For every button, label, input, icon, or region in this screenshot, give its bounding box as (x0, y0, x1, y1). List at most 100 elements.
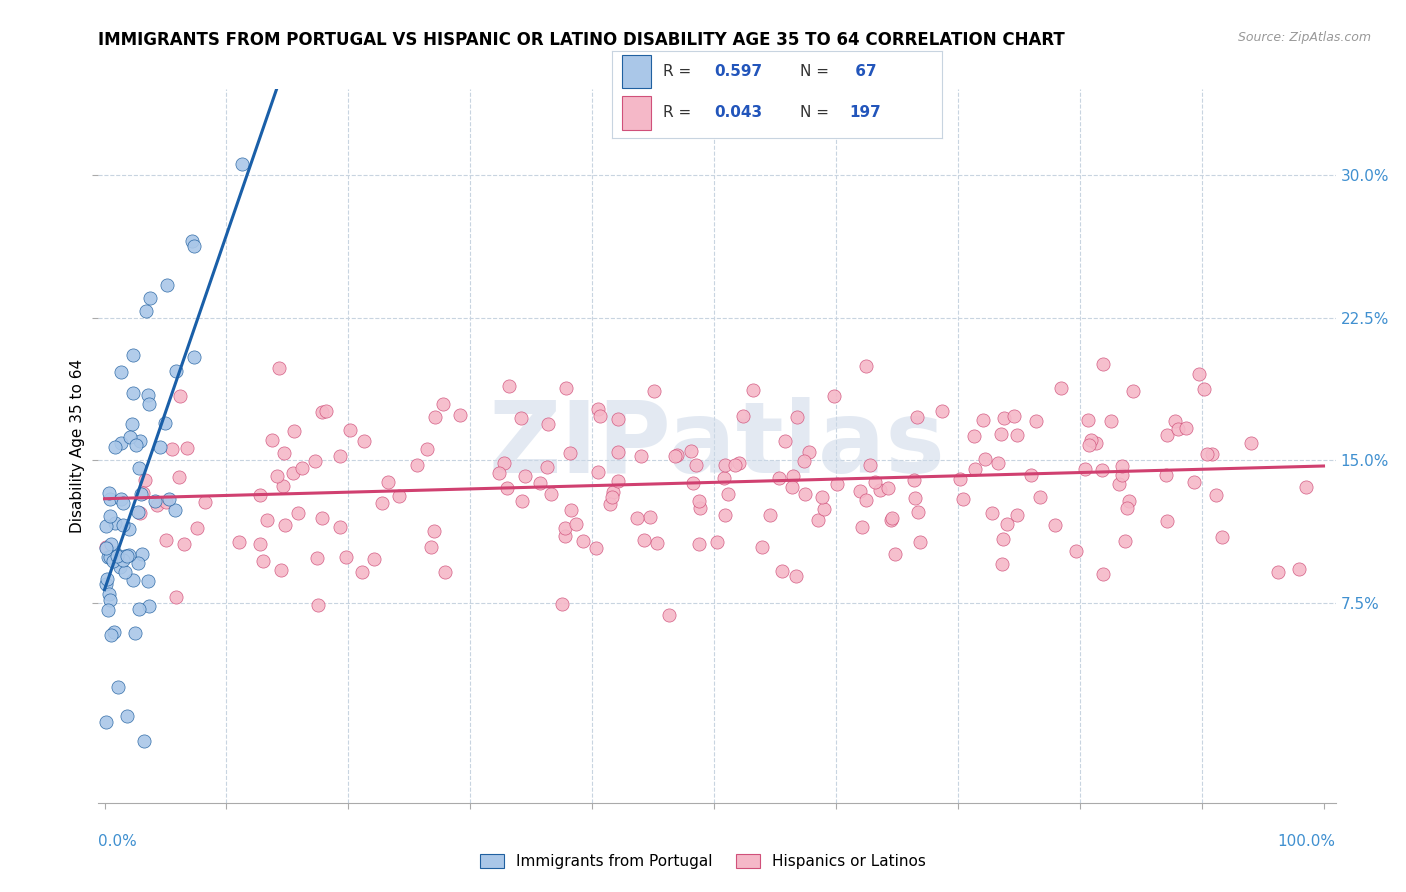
Point (249, 488, 271, 502)
Point (94, 519, 117, 533)
Point (98, 593, 121, 607)
Point (100, 537, 122, 551)
Point (607, 412, 630, 426)
Point (183, 351, 205, 365)
Point (127, 505, 149, 519)
Point (664, 449, 686, 463)
Point (415, 442, 437, 456)
Point (759, 508, 782, 523)
Point (96, 572, 118, 586)
Point (949, 471, 972, 485)
Point (98, 550, 121, 565)
Point (1211, 530, 1233, 544)
Point (1197, 447, 1219, 461)
Point (606, 474, 628, 488)
Point (423, 409, 446, 424)
Point (315, 404, 337, 418)
Point (307, 551, 329, 566)
Point (94, 540, 117, 554)
Point (785, 569, 807, 583)
Point (266, 469, 288, 483)
Point (599, 496, 621, 510)
Point (143, 493, 166, 508)
Point (510, 493, 533, 508)
Point (273, 445, 295, 459)
Point (554, 529, 576, 543)
Point (112, 518, 135, 533)
Point (128, 460, 150, 475)
Point (165, 590, 187, 604)
Point (111, 553, 134, 567)
Point (993, 411, 1015, 425)
Point (228, 534, 250, 549)
Point (565, 516, 588, 531)
Point (157, 491, 180, 506)
Point (717, 487, 740, 501)
Point (433, 566, 456, 580)
Point (271, 479, 294, 493)
Point (1201, 447, 1223, 461)
Point (169, 389, 191, 403)
Point (963, 429, 986, 443)
Point (104, 441, 127, 455)
Point (1156, 427, 1178, 442)
Point (794, 487, 817, 501)
Point (128, 602, 150, 616)
Point (1175, 420, 1198, 434)
Point (156, 277, 179, 292)
Point (952, 491, 974, 506)
Text: 67: 67 (849, 64, 876, 78)
Point (100, 628, 122, 642)
Point (146, 498, 169, 512)
Point (498, 379, 520, 393)
Point (350, 566, 373, 580)
Text: N =: N = (800, 105, 834, 120)
Point (432, 396, 454, 410)
Point (770, 564, 793, 578)
Point (706, 535, 728, 549)
Point (877, 482, 900, 496)
Point (1007, 508, 1029, 522)
Point (602, 484, 624, 499)
Point (741, 384, 763, 398)
Point (162, 442, 184, 457)
Point (1021, 467, 1043, 482)
Point (149, 440, 172, 454)
Point (111, 496, 134, 510)
Point (281, 466, 304, 480)
Point (1167, 421, 1189, 435)
Point (643, 384, 665, 398)
Point (1085, 436, 1108, 450)
Point (128, 434, 150, 448)
Point (136, 388, 159, 402)
Point (363, 552, 385, 566)
Point (388, 489, 411, 503)
Text: IMMIGRANTS FROM PORTUGAL VS HISPANIC OR LATINO DISABILITY AGE 35 TO 64 CORRELATI: IMMIGRANTS FROM PORTUGAL VS HISPANIC OR … (98, 31, 1066, 49)
Point (1049, 381, 1071, 395)
Point (1116, 501, 1139, 516)
Point (931, 404, 953, 418)
Point (782, 469, 804, 483)
Point (607, 445, 630, 459)
Point (645, 536, 668, 550)
Point (153, 417, 176, 431)
Point (1090, 463, 1112, 477)
Point (494, 456, 516, 470)
Point (167, 470, 190, 484)
Point (880, 511, 903, 525)
Point (101, 554, 124, 568)
Point (131, 487, 153, 501)
Point (118, 522, 141, 536)
Point (132, 734, 155, 748)
Point (775, 434, 797, 449)
Point (515, 469, 537, 483)
Point (1154, 467, 1177, 482)
Point (488, 466, 510, 480)
Point (114, 549, 136, 563)
Point (903, 473, 925, 487)
Point (863, 475, 886, 489)
Point (972, 413, 994, 427)
Point (883, 547, 905, 561)
Point (849, 484, 872, 499)
Point (180, 234, 202, 248)
